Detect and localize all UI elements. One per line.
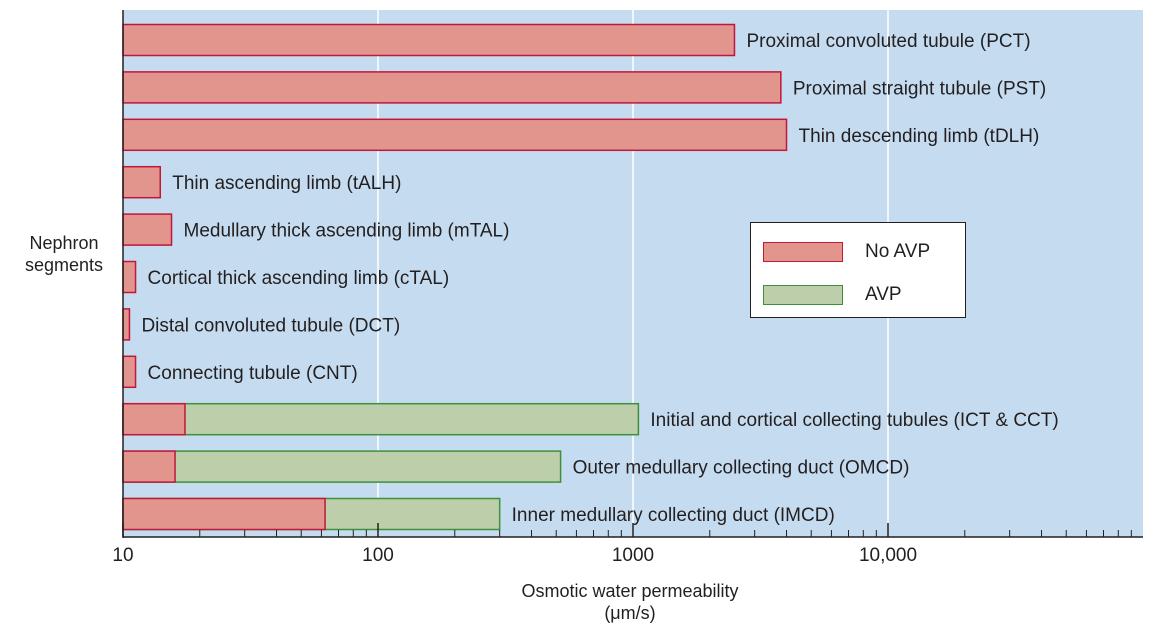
bars <box>122 23 788 531</box>
x-tick-label: 10,000 <box>859 545 917 566</box>
legend-label-no-avp: No AVP <box>865 241 931 262</box>
x-tick-label: 10 <box>112 545 133 566</box>
x-tick-label: 1000 <box>612 545 654 566</box>
bar-label: Proximal convoluted tubule (PCT) <box>746 31 1030 52</box>
bar-no-avp <box>122 308 131 341</box>
x-axis-title-text: Osmotic water permeability <box>521 581 739 601</box>
bar-label: Medullary thick ascending limb (mTAL) <box>184 221 510 242</box>
x-axis-title: Osmotic water permeability (μm/s) <box>380 580 880 624</box>
y-axis-title-line1: Nephron <box>29 233 99 253</box>
bar-label: Distal convoluted tubule (DCT) <box>141 315 400 336</box>
x-tick-labels: 10 100 1000 10,000 <box>112 545 917 566</box>
legend-label-avp: AVP <box>865 284 902 305</box>
bar-avp <box>122 402 640 436</box>
bar-label: Inner medullary collecting duct (IMCD) <box>512 505 835 526</box>
bar-label: Connecting tubule (CNT) <box>148 363 358 384</box>
legend-swatch-avp <box>763 285 843 305</box>
bar-label: Cortical thick ascending limb (cTAL) <box>148 268 450 289</box>
x-axis-unit: (μm/s) <box>604 603 656 623</box>
bar-no-avp <box>122 497 326 531</box>
legend-swatch-no-avp <box>763 242 843 262</box>
bar-no-avp <box>122 71 782 104</box>
legend: No AVP AVP <box>750 222 966 318</box>
bar-no-avp <box>122 260 137 294</box>
bar-no-avp <box>122 118 788 152</box>
bar-label: Thin descending limb (tDLH) <box>799 126 1040 147</box>
y-axis-title-line2: segments <box>24 255 104 275</box>
bar-no-avp <box>122 23 736 57</box>
bar-label: Thin ascending limb (tALH) <box>172 173 401 194</box>
bar-avp <box>122 450 562 483</box>
bar-no-avp <box>122 450 176 483</box>
x-tick-label: 100 <box>362 545 394 566</box>
y-axis-title: Nephron segments <box>8 232 120 276</box>
bar-no-avp <box>122 355 137 389</box>
legend-item-avp: AVP <box>763 284 902 306</box>
bar-no-avp <box>122 165 162 199</box>
bar-label: Proximal straight tubule (PST) <box>793 78 1046 99</box>
bar-label: Outer medullary collecting duct (OMCD) <box>573 458 910 479</box>
legend-item-no-avp: No AVP <box>763 241 930 263</box>
bar-labels: Proximal convoluted tubule (PCT) Proximal… <box>141 31 1058 526</box>
bar-no-avp <box>122 213 173 246</box>
bar-no-avp <box>122 402 186 436</box>
x-ticks <box>122 523 1132 537</box>
bar-label: Initial and cortical collecting tubules … <box>650 410 1058 431</box>
